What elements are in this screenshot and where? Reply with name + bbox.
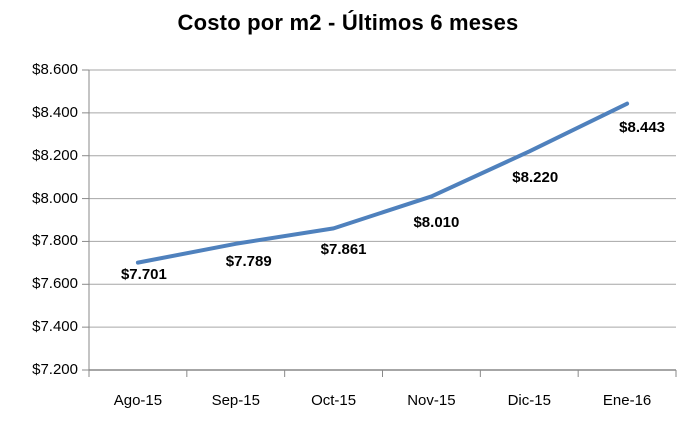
x-tick-label: Sep-15 [211, 392, 260, 409]
data-point-label: $7.861 [320, 241, 367, 259]
x-tick-label: Ene-16 [602, 392, 652, 409]
chart-title: Costo por m2 - Últimos 6 meses [177, 10, 519, 35]
y-tick-label: $7.600 [32, 275, 78, 293]
data-point-label: $8.010 [413, 214, 460, 232]
data-point-label: $7.789 [225, 252, 272, 270]
x-tick-label: Ago-15 [113, 392, 163, 409]
y-tick-label: $8.600 [32, 61, 78, 78]
y-tick-label: $7.400 [32, 318, 78, 336]
x-tick-label: Dic-15 [507, 392, 551, 409]
y-tick-label: $7.200 [32, 361, 78, 378]
data-point-label: $8.443 [619, 118, 666, 136]
y-tick-label: $8.200 [32, 146, 78, 164]
x-tick-label: Nov-15 [407, 392, 456, 409]
y-tick-label: $8.400 [32, 103, 78, 121]
data-point-label: $8.220 [512, 169, 559, 187]
y-tick-label: $8.000 [32, 189, 78, 207]
data-point-label: $7.701 [120, 265, 167, 283]
series-line [135, 101, 630, 265]
y-tick-label: $7.800 [32, 232, 78, 250]
x-tick-label: Oct-15 [311, 392, 357, 409]
